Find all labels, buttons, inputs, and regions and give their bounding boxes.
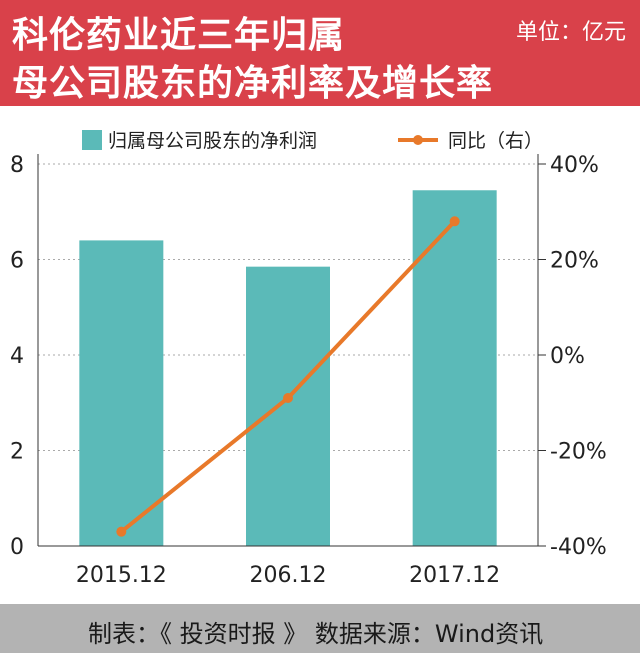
legend-label-bar: 归属母公司股东的净利润 <box>108 130 317 152</box>
legend: 归属母公司股东的净利润 同比（右） <box>82 130 543 152</box>
x-tick-label: 2015.12 <box>76 563 167 588</box>
y-left-tick-label: 4 <box>10 344 24 369</box>
y-left-tick-label: 0 <box>10 535 24 560</box>
y-right-tick-label: -40% <box>550 535 607 560</box>
unit-label: 单位：亿元 <box>515 20 626 45</box>
y-right-tick-label: -20% <box>550 440 607 465</box>
chart-footer: 制表：《 投资时报 》 数据来源：Wind资讯 <box>0 604 640 653</box>
growth-point <box>116 526 127 537</box>
legend-line-marker <box>413 135 423 145</box>
bar <box>79 240 164 546</box>
legend-label-line: 同比（右） <box>448 130 543 152</box>
x-tick-label: 2017.12 <box>409 563 500 588</box>
bar <box>412 190 497 546</box>
chart-area: 归属母公司股东的净利润 同比（右） 0 2 4 6 8 -40% -20% 0% 20% 40% 2… <box>10 130 607 588</box>
x-tick-label: 206.12 <box>250 563 327 588</box>
bar <box>246 266 330 546</box>
y-left-tick-label: 2 <box>10 440 24 465</box>
chart-title-line-2: 母公司股东的净利率及增长率 <box>12 63 494 104</box>
y-right-tick-label: 20% <box>550 249 599 274</box>
y-left-tick-label: 8 <box>10 153 24 178</box>
y-left-tick-label: 6 <box>10 249 24 274</box>
growth-point <box>283 392 293 403</box>
chart-title-line-1: 科伦药业近三年归属 <box>12 15 346 56</box>
source-note: 制表：《 投资时报 》 数据来源：Wind资讯 <box>88 620 544 648</box>
growth-point <box>449 216 460 227</box>
chart-header: 科伦药业近三年归属 母公司股东的净利率及增长率 单位：亿元 <box>0 0 640 106</box>
y-right-tick-label: 40% <box>550 153 599 178</box>
legend-bar-swatch <box>82 130 102 150</box>
y-right-tick-label: 0% <box>550 344 585 369</box>
